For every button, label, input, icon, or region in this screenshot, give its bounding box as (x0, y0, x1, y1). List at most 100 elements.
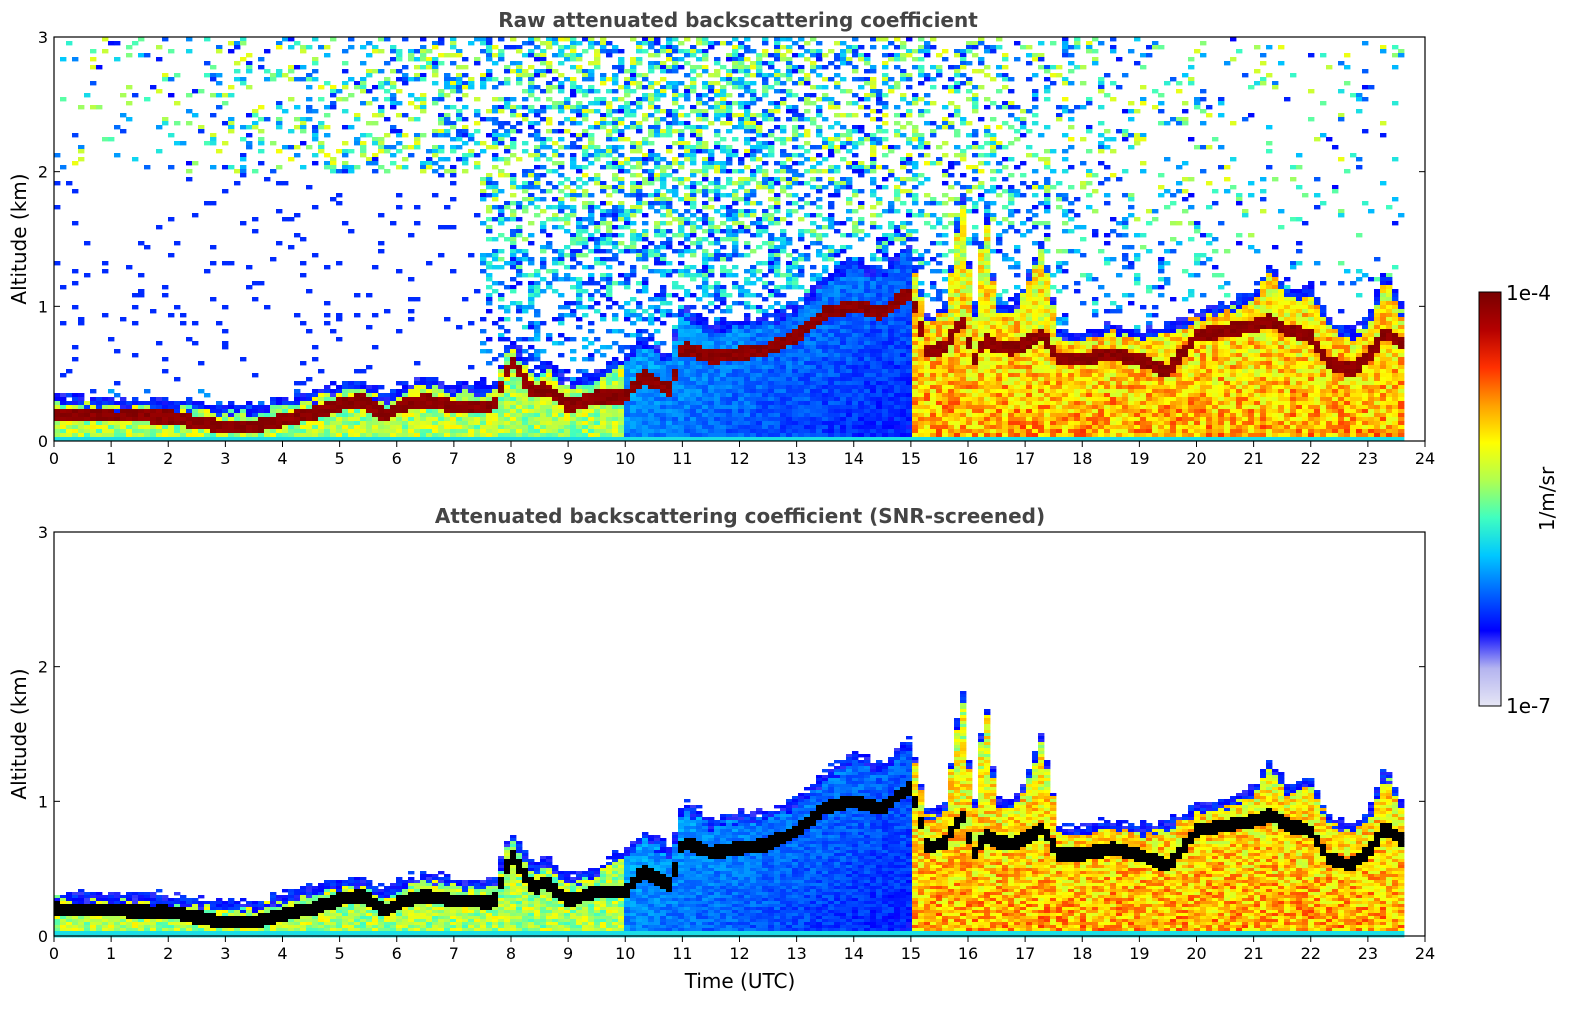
heatmap-cell (492, 289, 498, 293)
heatmap-cell (300, 405, 306, 409)
heatmap-cell (378, 137, 384, 141)
heatmap-cell (174, 141, 180, 145)
heatmap-cell (420, 161, 426, 165)
heatmap-cell (570, 237, 576, 241)
heatmap-cell (306, 105, 312, 109)
heatmap-cell (528, 393, 534, 397)
heatmap-cell (588, 385, 594, 389)
heatmap-cell (372, 313, 378, 317)
heatmap-cell (570, 37, 576, 41)
heatmap-cell (402, 381, 408, 385)
heatmap-cell (486, 309, 492, 313)
heatmap-cell (354, 429, 360, 433)
heatmap-cell (588, 209, 594, 213)
heatmap-cell (510, 345, 516, 349)
heatmap-cell (468, 85, 474, 89)
heatmap-cell (96, 429, 102, 433)
heatmap-cell (408, 153, 414, 157)
heatmap-cell (558, 373, 564, 377)
heatmap-cell (474, 413, 480, 417)
heatmap-cell (192, 341, 198, 345)
heatmap-cell (84, 409, 90, 413)
heatmap-cell (528, 301, 534, 305)
heatmap-cell (120, 409, 126, 413)
heatmap-cell (78, 417, 84, 421)
heatmap-cell (498, 381, 504, 385)
heatmap-cell (534, 429, 540, 433)
heatmap-cell (504, 161, 510, 165)
heatmap-cell (564, 37, 570, 41)
heatmap-cell (558, 165, 564, 169)
heatmap-cell (462, 153, 468, 157)
heatmap-cell (564, 417, 570, 421)
heatmap-cell (534, 349, 540, 353)
heatmap-cell (600, 293, 606, 297)
heatmap-cell (492, 133, 498, 137)
heatmap-cell (474, 113, 480, 117)
heatmap-cell (468, 421, 474, 425)
heatmap-cell (582, 93, 588, 97)
heatmap-cell (528, 37, 534, 41)
heatmap-cell (66, 181, 72, 185)
heatmap-cell (606, 193, 612, 197)
heatmap-cell (336, 389, 342, 393)
heatmap-cell (378, 397, 384, 401)
heatmap-cell (456, 113, 462, 117)
heatmap-cell (132, 41, 138, 45)
heatmap-cell (264, 425, 270, 429)
heatmap-cell (516, 429, 522, 433)
heatmap-cell (546, 169, 552, 173)
heatmap-cell (270, 409, 276, 413)
heatmap-cell (606, 129, 612, 133)
heatmap-cell (360, 81, 366, 85)
heatmap-cell (78, 425, 84, 429)
heatmap-cell (126, 117, 132, 121)
heatmap-cell (594, 225, 600, 229)
heatmap-cell (588, 61, 594, 65)
heatmap-cell (90, 433, 96, 437)
heatmap-cell (114, 409, 120, 413)
heatmap-cell (402, 405, 408, 409)
heatmap-cell (534, 321, 540, 325)
heatmap-cell (504, 157, 510, 161)
heatmap-cell (222, 101, 228, 105)
heatmap-cell (504, 121, 510, 125)
heatmap-cell (588, 237, 594, 241)
heatmap-cell (240, 125, 246, 129)
heatmap-cell (522, 361, 528, 365)
heatmap-cell (606, 365, 612, 369)
heatmap-cell (174, 417, 180, 421)
heatmap-cell (552, 129, 558, 133)
heatmap-cell (588, 401, 594, 405)
heatmap-cell (78, 413, 84, 417)
heatmap-cell (396, 389, 402, 393)
heatmap-cell (450, 89, 456, 93)
heatmap-cell (480, 37, 486, 41)
heatmap-cell (498, 125, 504, 129)
heatmap-cell (216, 409, 222, 413)
heatmap-cell (252, 169, 258, 173)
heatmap-cell (504, 433, 510, 437)
heatmap-cell (552, 197, 558, 201)
heatmap-cell (456, 397, 462, 401)
heatmap-cell (102, 433, 108, 437)
heatmap-cell (498, 265, 504, 269)
heatmap-cell (210, 93, 216, 97)
heatmap-cell (108, 389, 114, 393)
heatmap-cell (516, 385, 522, 389)
heatmap-cell (606, 89, 612, 93)
heatmap-cell (426, 393, 432, 397)
heatmap-cell (138, 53, 144, 57)
heatmap-cell (432, 393, 438, 397)
heatmap-cell (474, 433, 480, 437)
heatmap-cell (540, 405, 546, 409)
heatmap-cell (522, 413, 528, 417)
heatmap-cell (564, 413, 570, 417)
heatmap-cell (420, 401, 426, 405)
heatmap-cell (408, 385, 414, 389)
heatmap-cell (450, 393, 456, 397)
heatmap-cell (306, 377, 312, 381)
heatmap-cell (552, 417, 558, 421)
heatmap-cell (228, 125, 234, 129)
heatmap-cell (504, 425, 510, 429)
